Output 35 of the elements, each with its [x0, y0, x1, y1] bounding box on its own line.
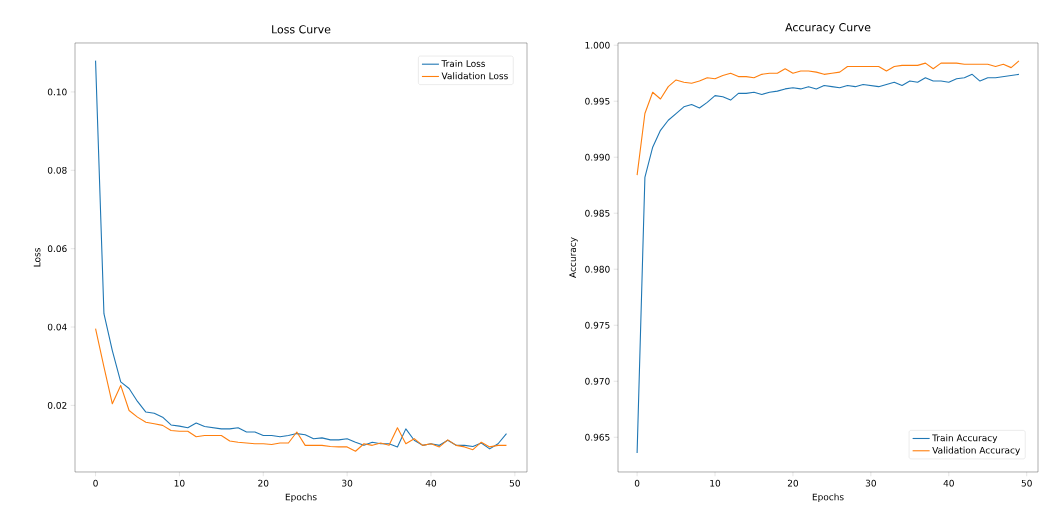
y-tick-label: 0.975: [585, 321, 610, 329]
x-tick-label: 30: [865, 479, 876, 487]
y-tick-label: 0.980: [585, 265, 610, 273]
legend-label: Validation Accuracy: [932, 446, 1020, 456]
y-tick-label: 0.06: [47, 245, 67, 253]
x-tick-label: 20: [258, 479, 269, 487]
x-axis-title: Epochs: [285, 493, 317, 503]
y-tick-label: 0.970: [585, 377, 610, 385]
y-tick-label: 0.04: [47, 323, 67, 331]
y-tick-label: 0.985: [585, 209, 610, 217]
y-tick-label: 1.000: [585, 41, 610, 49]
x-tick-label: 0: [634, 479, 640, 487]
x-tick-label: 50: [509, 479, 520, 487]
y-tick-label: 0.995: [585, 97, 610, 105]
x-tick-label: 10: [174, 479, 185, 487]
x-tick-label: 20: [787, 479, 799, 487]
x-tick-label: 40: [425, 479, 437, 487]
y-tick-label: 0.02: [47, 401, 67, 409]
x-tick-label: 0: [93, 479, 98, 487]
y-tick-label: 0.965: [585, 433, 610, 441]
chart-title: Accuracy Curve: [785, 23, 871, 34]
x-axis-title: Epochs: [812, 493, 844, 503]
x-tick-label: 10: [710, 479, 721, 487]
legend-label: Train Loss: [441, 60, 486, 67]
x-tick-label: 50: [1021, 479, 1032, 487]
y-axis-title: Loss: [33, 248, 41, 267]
x-tick-label: 30: [342, 479, 353, 487]
y-tick-label: 0.990: [585, 153, 610, 161]
x-tick-label: 40: [943, 479, 954, 487]
y-tick-label: 0.08: [47, 166, 67, 174]
chart-title: Loss Curve: [272, 25, 331, 34]
legend-label: Validation Loss: [441, 72, 508, 80]
y-tick-label: 0.10: [47, 88, 67, 96]
legend-label: Train Accuracy: [932, 434, 998, 443]
y-axis-title: Accuracy: [569, 237, 578, 278]
